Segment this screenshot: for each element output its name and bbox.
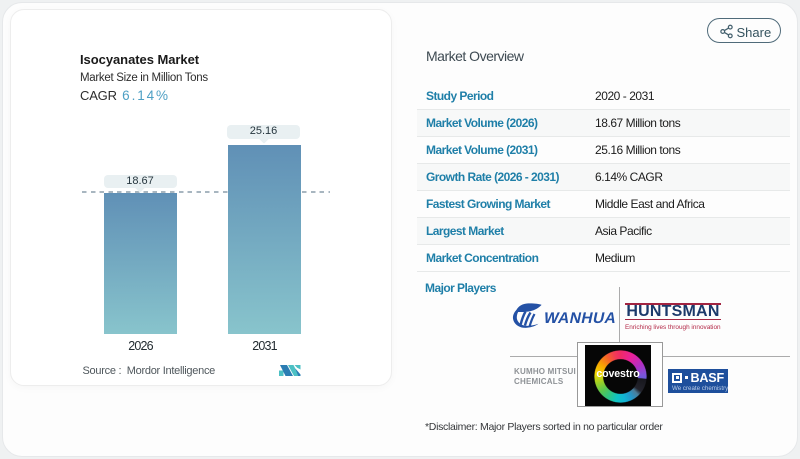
svg-text:WANHUA: WANHUA: [542, 310, 618, 327]
